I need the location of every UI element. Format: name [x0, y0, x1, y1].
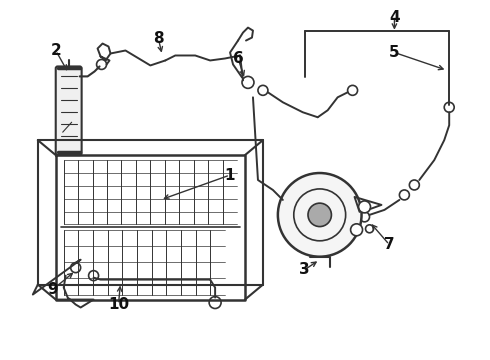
Circle shape	[347, 220, 358, 230]
Circle shape	[359, 201, 370, 213]
Text: 8: 8	[153, 31, 164, 46]
Circle shape	[71, 263, 81, 273]
Circle shape	[209, 297, 221, 309]
Text: 5: 5	[389, 45, 400, 60]
Text: 7: 7	[384, 237, 395, 252]
Text: 6: 6	[233, 51, 244, 66]
Text: 3: 3	[299, 262, 310, 277]
Text: 2: 2	[50, 43, 61, 58]
Circle shape	[444, 102, 454, 112]
Circle shape	[97, 59, 106, 69]
Text: 1: 1	[225, 167, 235, 183]
Circle shape	[347, 85, 358, 95]
Circle shape	[409, 180, 419, 190]
Circle shape	[242, 76, 254, 88]
Text: 9: 9	[48, 282, 58, 297]
Text: 4: 4	[389, 10, 400, 25]
Circle shape	[258, 85, 268, 95]
Circle shape	[308, 203, 331, 226]
Text: 10: 10	[108, 297, 129, 312]
Circle shape	[366, 225, 373, 233]
Circle shape	[278, 173, 362, 257]
FancyBboxPatch shape	[56, 67, 82, 155]
Circle shape	[89, 271, 98, 280]
Circle shape	[360, 212, 369, 222]
Circle shape	[399, 190, 409, 200]
Circle shape	[350, 224, 363, 236]
